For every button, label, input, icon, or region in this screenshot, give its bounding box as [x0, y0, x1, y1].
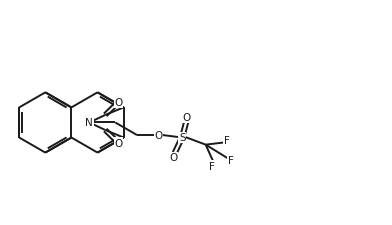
Text: O: O	[170, 153, 178, 162]
Text: F: F	[228, 155, 234, 165]
Text: O: O	[155, 130, 163, 140]
Text: S: S	[179, 133, 185, 142]
Text: F: F	[209, 161, 215, 171]
Text: O: O	[114, 98, 122, 108]
Text: O: O	[182, 112, 191, 122]
Text: F: F	[224, 136, 229, 146]
Text: O: O	[114, 138, 122, 148]
Text: N: N	[85, 118, 93, 128]
